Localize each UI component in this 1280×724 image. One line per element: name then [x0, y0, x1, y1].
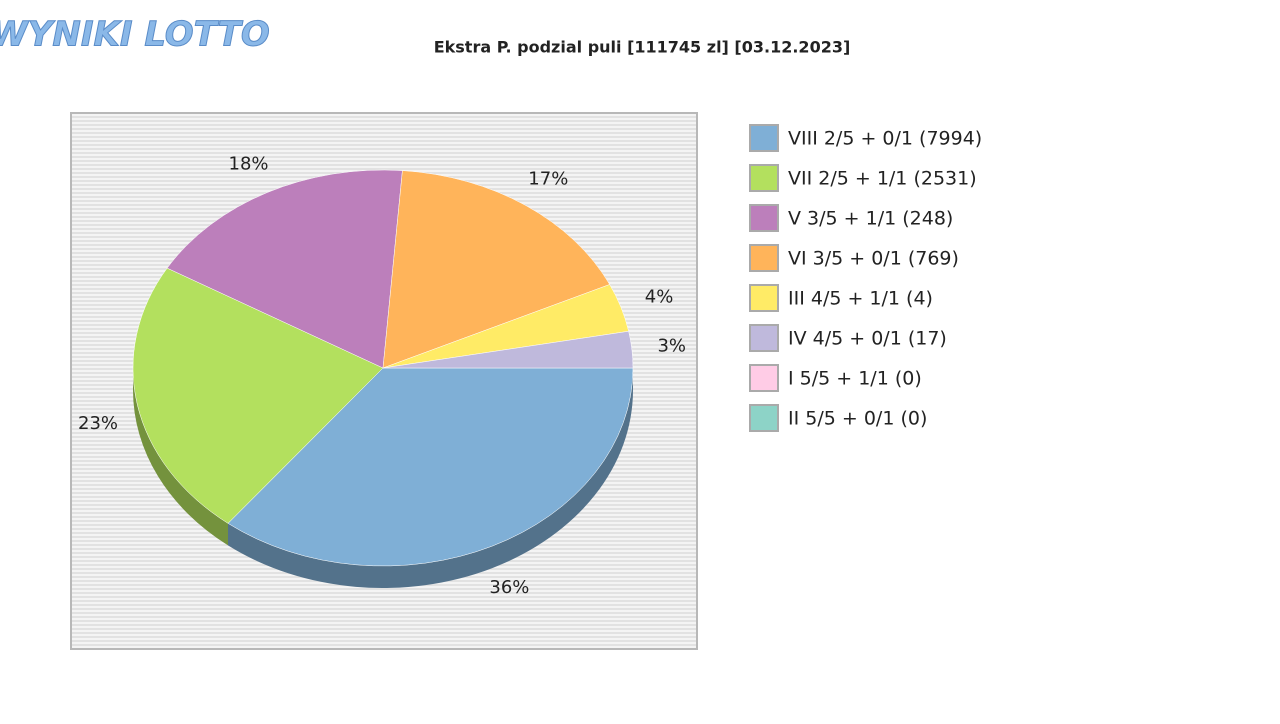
- slice-label: 3%: [657, 336, 686, 357]
- legend-label: I 5/5 + 1/1 (0): [788, 368, 922, 390]
- legend-label: VII 2/5 + 1/1 (2531): [788, 168, 977, 190]
- slice-label: 23%: [78, 413, 118, 434]
- slice: [382, 170, 611, 369]
- slice-side: [227, 368, 633, 588]
- legend-swatch: [749, 284, 779, 312]
- slice-label: 36%: [489, 577, 529, 598]
- legend-swatch: [749, 324, 779, 352]
- chart-title: Ekstra P. podzial puli [111745 zl] [03.1…: [434, 38, 851, 57]
- slice: [227, 367, 634, 567]
- slice-label: 18%: [229, 154, 269, 175]
- pie: 36% 23% 18% 17% 4% 3%: [78, 154, 686, 598]
- slice-label: 4%: [645, 287, 674, 308]
- legend: VIII 2/5 + 0/1 (7994) VII 2/5 + 1/1 (2531…: [749, 124, 982, 432]
- legend-label: VIII 2/5 + 0/1 (7994): [788, 128, 982, 150]
- legend-label: II 5/5 + 0/1 (0): [788, 408, 927, 430]
- slice-side: [133, 368, 228, 546]
- legend-swatch: [749, 124, 779, 152]
- legend-swatch: [749, 244, 779, 272]
- slice: [132, 267, 384, 524]
- slice: [166, 169, 403, 369]
- legend-swatch: [749, 364, 779, 392]
- legend-swatch: [749, 204, 779, 232]
- legend-label: IV 4/5 + 0/1 (17): [788, 328, 947, 350]
- legend-swatch: [749, 404, 779, 432]
- legend-label: V 3/5 + 1/1 (248): [788, 208, 953, 230]
- legend-label: III 4/5 + 1/1 (4): [788, 288, 933, 310]
- logo: WYNIKI LOTTO: [0, 15, 270, 55]
- slice-label: 17%: [528, 168, 568, 189]
- slice: [382, 330, 634, 369]
- legend-swatch: [749, 164, 779, 192]
- legend-label: VI 3/5 + 0/1 (769): [788, 248, 959, 270]
